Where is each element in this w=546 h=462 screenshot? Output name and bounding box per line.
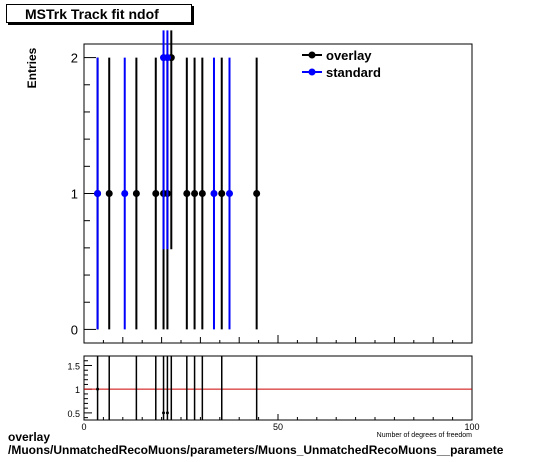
overlay-point (183, 190, 191, 197)
x-tick-label: 50 (273, 422, 283, 432)
ratio-point (165, 411, 169, 415)
standard-point (210, 190, 218, 197)
overlay-point (218, 190, 226, 197)
overlay-point (253, 190, 261, 197)
standard-point (94, 190, 102, 197)
overlay-point (152, 190, 160, 197)
legend-marker-overlay (308, 51, 316, 59)
overlay-point (132, 190, 140, 197)
y-axis-label: Entries (25, 47, 39, 88)
ratio-point (162, 411, 166, 415)
ratio-plot-frame (83, 355, 473, 421)
x-tick-label: 0 (81, 422, 86, 432)
standard-point (163, 54, 171, 62)
overlay-point (198, 190, 206, 197)
ratio-y-tick-label: 1 (75, 385, 80, 395)
ratio-point (96, 387, 100, 391)
legend-label-overlay: overlay (326, 48, 372, 63)
footer-line-2: /Muons/UnmatchedRecoMuons/parameters/Muo… (8, 443, 504, 457)
footer-path: overlay /Muons/UnmatchedRecoMuons/parame… (8, 431, 546, 457)
main-plot-frame (83, 43, 473, 344)
footer-line-1: overlay (8, 431, 51, 444)
ratio-y-tick-label: 1.5 (67, 361, 80, 371)
standard-point (121, 190, 129, 197)
chart-title: MSTrk Track fit ndof (6, 4, 192, 23)
standard-point (226, 190, 233, 197)
x-tick-label: 100 (464, 422, 479, 432)
overlay-point (191, 190, 199, 197)
y-tick-label: 2 (71, 51, 78, 66)
y-tick-label: 0 (71, 322, 78, 337)
y-tick-label: 1 (71, 187, 78, 202)
x-axis-label: Number of degrees of freedom (377, 432, 472, 439)
ratio-y-tick-label: 0.5 (67, 409, 80, 419)
legend-label-standard: standard (326, 65, 381, 80)
overlay-point (105, 190, 113, 197)
legend-marker-standard (308, 68, 316, 76)
